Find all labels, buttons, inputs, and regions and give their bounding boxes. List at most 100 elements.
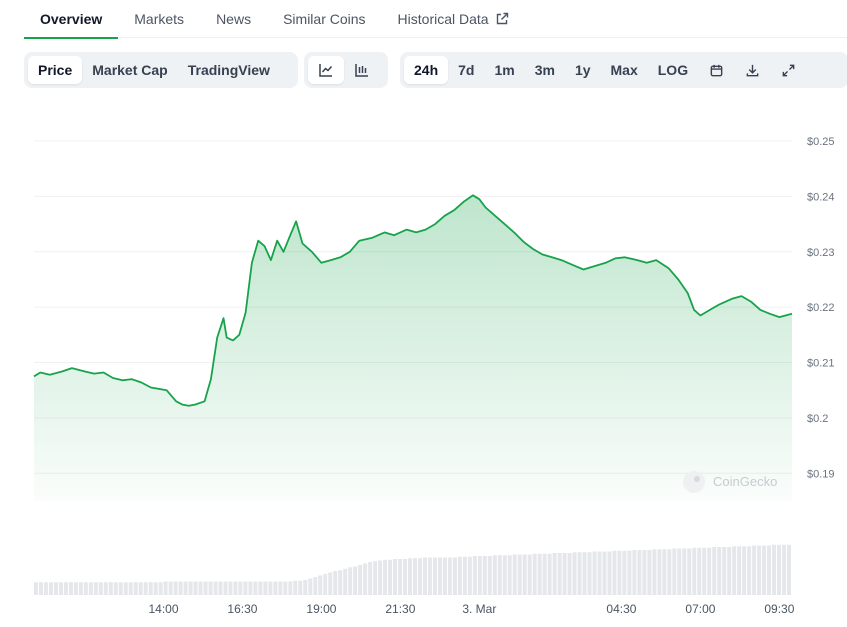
x-axis-ticks: 14:00 16:30 19:00 21:30 3. Mar 04:30 07:00 09:3… (148, 602, 794, 616)
chart-type-price[interactable]: Price (28, 56, 83, 84)
range-7d-label: 7d (458, 62, 475, 78)
chart-type-price-label: Price (38, 62, 73, 78)
volume-bar (527, 554, 532, 595)
volume-bar (427, 557, 432, 595)
tab-similar-coins[interactable]: Similar Coins (267, 0, 381, 38)
tab-similar-coins-label: Similar Coins (283, 11, 366, 27)
range-3m[interactable]: 3m (525, 56, 565, 84)
range-1m[interactable]: 1m (484, 56, 524, 84)
volume-bar (552, 553, 557, 595)
x-tick-label: 14:00 (148, 602, 178, 616)
calendar-icon (710, 64, 722, 76)
range-1y-label: 1y (574, 62, 591, 78)
volume-bar (612, 550, 617, 595)
volume-bar (253, 581, 258, 595)
volume-bar (502, 555, 507, 595)
volume-bar (727, 547, 732, 595)
volume-bar (607, 551, 612, 595)
fullscreen-button[interactable] (770, 56, 806, 84)
chart-type-tradingview[interactable]: TradingView (178, 56, 280, 84)
chart-type-market-cap[interactable]: Market Cap (82, 56, 177, 84)
price-area (34, 195, 792, 502)
volume-bar (123, 582, 128, 595)
volume-bar (562, 553, 567, 595)
volume-bar (737, 546, 742, 595)
volume-bar (417, 558, 422, 595)
range-max[interactable]: Max (601, 56, 648, 84)
y-tick-label: $0.23 (807, 247, 835, 259)
volume-bar (567, 553, 572, 595)
volume-bar (348, 567, 353, 595)
volume-bar (732, 546, 737, 595)
tab-markets[interactable]: Markets (118, 0, 200, 38)
range-log[interactable]: LOG (648, 56, 698, 84)
volume-bar (413, 558, 417, 595)
volume-bar (38, 582, 43, 595)
watermark-text: CoinGecko (713, 474, 777, 489)
volume-bar (637, 550, 642, 595)
volume-bar (522, 554, 527, 595)
tab-overview[interactable]: Overview (24, 0, 119, 39)
volume-bar (63, 582, 68, 595)
volume-bar (248, 581, 253, 595)
volume-bar (383, 559, 388, 595)
range-7d[interactable]: 7d (448, 56, 484, 84)
volume-bar (482, 556, 487, 595)
volume-bar (283, 581, 288, 595)
volume-bar (672, 548, 677, 595)
volume-bar (512, 554, 517, 595)
volume-bar (168, 581, 173, 595)
volume-bar (747, 546, 752, 595)
volume-bar (532, 553, 537, 595)
volume-bar (208, 581, 213, 595)
volume-bar (163, 581, 168, 595)
x-tick-label: 19:00 (306, 602, 336, 616)
range-1y[interactable]: 1y (565, 56, 601, 84)
x-tick-label: 16:30 (227, 602, 257, 616)
price-chart: $0.25 $0.24 $0.23 $0.22 $0.21 $0.2 $0.19 14:00… (33, 136, 835, 616)
volume-bar (487, 556, 492, 595)
volume-bar (422, 557, 427, 595)
tab-news[interactable]: News (200, 0, 267, 38)
y-tick-label: $0.21 (807, 358, 835, 370)
candlestick-chart-button[interactable] (344, 56, 380, 84)
tab-historical-data[interactable]: Historical Data (382, 0, 525, 38)
volume-bar (722, 547, 727, 595)
y-tick-label: $0.25 (807, 136, 835, 148)
volume-bar (298, 580, 303, 595)
coingecko-logo-eye (694, 476, 700, 482)
external-link-icon (496, 12, 508, 25)
volume-bar (597, 551, 602, 595)
volume-bar (587, 552, 592, 595)
volume-bar (93, 582, 98, 595)
line-chart-icon (319, 64, 333, 77)
x-tick-label: 09:30 (764, 602, 794, 616)
volume-bar (113, 582, 118, 595)
line-chart-button[interactable] (308, 56, 344, 84)
volume-bar (313, 577, 318, 595)
volume-bar (702, 547, 707, 595)
volume-bar (707, 547, 712, 595)
volume-bar (393, 559, 398, 595)
volume-bar (173, 581, 178, 595)
top-tab-bar: Overview Markets News Similar Coins Hist… (24, 0, 847, 39)
x-tick-label: 07:00 (685, 602, 715, 616)
calendar-button[interactable] (698, 56, 734, 84)
volume-bar (378, 560, 383, 595)
volume-bar (103, 582, 108, 595)
x-tick-label: 21:30 (385, 602, 415, 616)
volume-bar (762, 545, 767, 595)
chart-type-market-cap-label: Market Cap (92, 62, 168, 78)
download-button[interactable] (734, 56, 770, 84)
volume-bar (403, 559, 408, 595)
volume-bar (263, 581, 268, 595)
chart-type-tradingview-label: TradingView (187, 62, 270, 78)
volume-bar (98, 582, 103, 595)
volume-bar (577, 552, 582, 595)
volume-bar (772, 544, 777, 595)
volume-bar (338, 570, 343, 595)
volume-bar (692, 547, 697, 595)
volume-bar (88, 582, 93, 595)
range-24h[interactable]: 24h (404, 56, 449, 84)
volume-bar (497, 555, 502, 595)
